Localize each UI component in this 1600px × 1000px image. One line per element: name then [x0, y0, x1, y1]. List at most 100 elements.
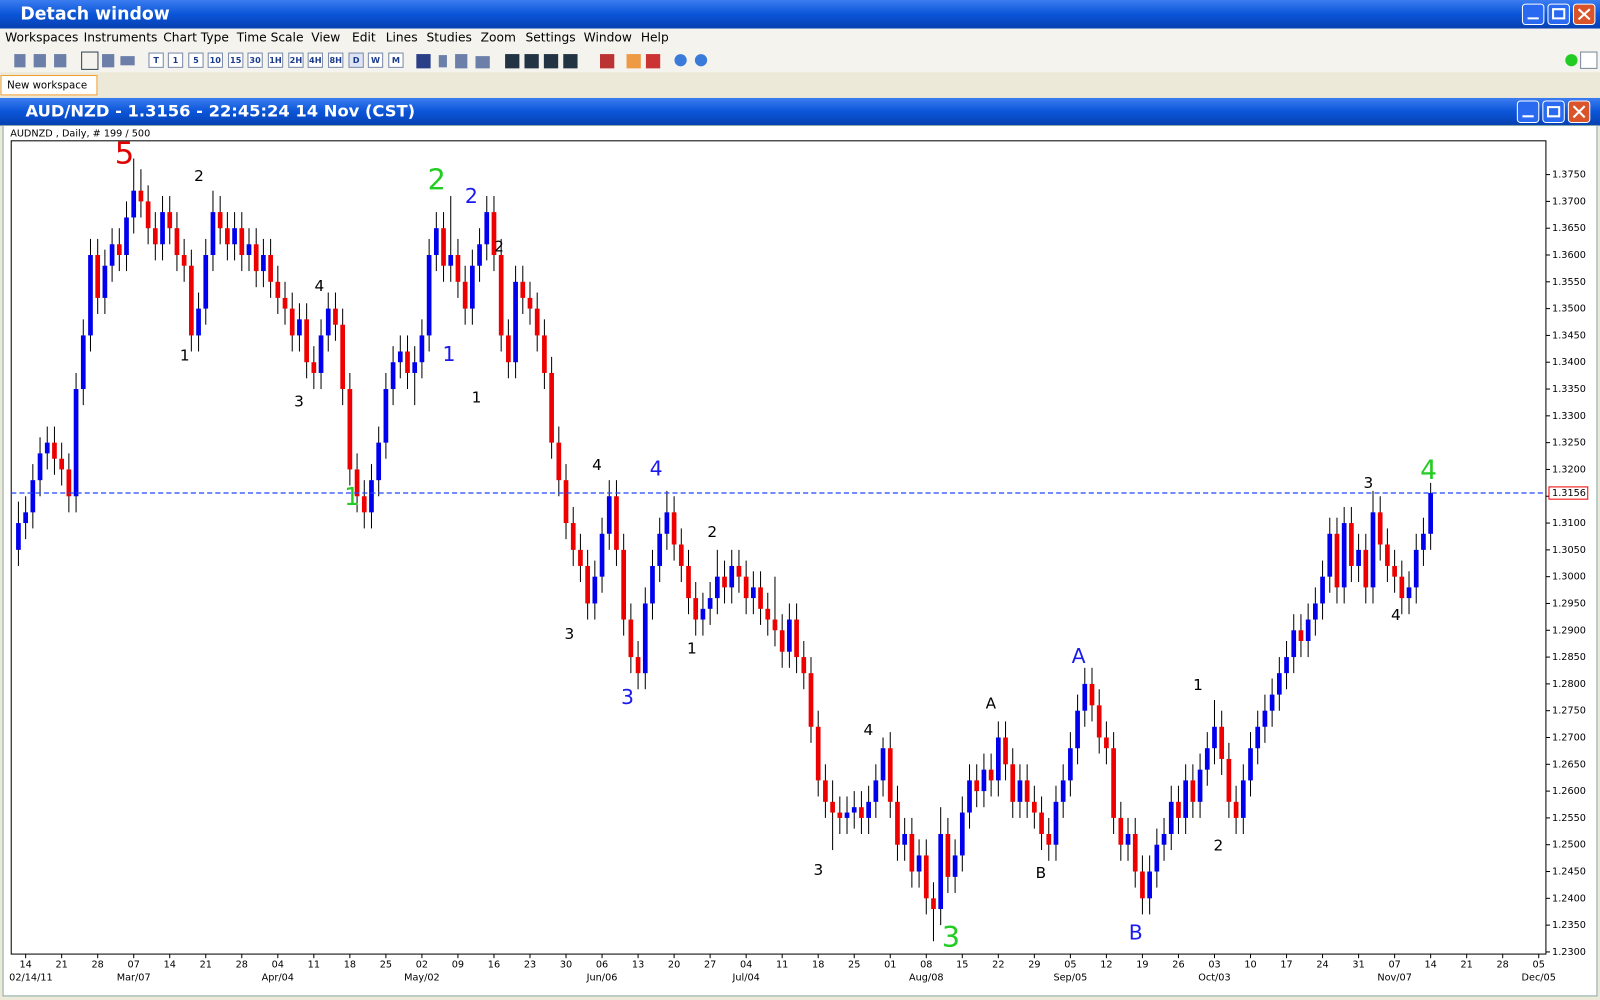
candle-body: [1349, 523, 1354, 566]
candle-body: [253, 244, 259, 272]
candle-body: [1096, 705, 1102, 738]
x-tick-label: 06: [596, 959, 608, 970]
timescale-button[interactable]: [288, 52, 304, 68]
candle-body: [1075, 710, 1080, 749]
timescale-label[interactable]: 8H: [329, 55, 342, 65]
menu-item[interactable]: Help: [641, 30, 669, 44]
candle-body: [1168, 801, 1174, 834]
x-major-label: May/02: [404, 973, 440, 984]
timescale-label[interactable]: D: [353, 55, 360, 65]
timescale-label[interactable]: 30: [249, 55, 261, 65]
candle-body: [1370, 512, 1376, 588]
x-tick-label: 04: [272, 959, 284, 970]
toolbar-icons[interactable]: [14, 51, 1598, 70]
candle-body: [433, 228, 439, 256]
candle-body: [1291, 630, 1297, 658]
x-major-label: Aug/08: [909, 973, 944, 984]
candle-body: [1089, 683, 1095, 706]
x-major-label: Sep/05: [1053, 973, 1087, 984]
timescale-label[interactable]: 4H: [309, 55, 322, 65]
candle-body: [779, 630, 785, 652]
chart-window-buttons[interactable]: [1516, 100, 1591, 123]
candle-body: [787, 619, 792, 652]
x-tick-label: 14: [19, 959, 31, 970]
timescale-label[interactable]: T: [153, 55, 159, 65]
candle-body: [1204, 748, 1210, 770]
candle-body: [477, 244, 482, 266]
candle-body: [52, 442, 57, 459]
timescale-button[interactable]: [188, 52, 204, 68]
candle-body: [1269, 694, 1275, 711]
candle-body: [1313, 603, 1318, 620]
y-tick-label: 1.3700: [1552, 196, 1586, 207]
tab-label[interactable]: New workspace: [7, 81, 87, 92]
timescale-button[interactable]: [328, 52, 344, 68]
timescale-button[interactable]: [207, 52, 223, 68]
candle-body: [815, 726, 821, 781]
menu-item[interactable]: Edit: [352, 30, 376, 44]
timescale-label[interactable]: W: [371, 55, 380, 65]
candle-body: [1385, 544, 1390, 566]
y-tick-label: 1.3500: [1552, 304, 1586, 315]
timescale-label[interactable]: M: [392, 55, 400, 65]
menu-item[interactable]: Settings: [526, 30, 576, 44]
candle-body: [174, 228, 180, 256]
menu-item[interactable]: Lines: [386, 30, 418, 44]
timescale-label[interactable]: 1: [173, 55, 179, 65]
wave-label: 4: [315, 277, 325, 295]
timescale-button[interactable]: [388, 52, 404, 68]
menu-item[interactable]: Window: [584, 30, 632, 44]
candle-body: [1276, 673, 1282, 695]
candle-body: [167, 212, 173, 229]
candle-body: [1104, 737, 1109, 749]
wave-label: 2: [428, 163, 446, 197]
candle-body: [974, 780, 980, 792]
x-tick-label: 25: [380, 959, 392, 970]
candle-body: [887, 748, 893, 802]
timescale-button[interactable]: [367, 52, 384, 68]
candle-body: [361, 496, 367, 513]
candle-body: [1197, 769, 1203, 802]
menu-item[interactable]: Workspaces: [5, 30, 78, 44]
menu-item[interactable]: Zoom: [481, 30, 516, 44]
candle-body: [1226, 758, 1232, 802]
candle-body: [325, 308, 331, 336]
window-buttons[interactable]: [1521, 3, 1596, 25]
menu-item[interactable]: View: [311, 30, 340, 44]
wave-label: 4: [1391, 606, 1401, 624]
timescale-button[interactable]: [228, 52, 244, 68]
menu-item[interactable]: Chart Type: [163, 30, 229, 44]
timescale-button[interactable]: [267, 52, 284, 68]
workspace-tab[interactable]: [0, 75, 98, 96]
candle-body: [938, 833, 944, 910]
candle-body: [1010, 764, 1016, 802]
x-tick-label: 21: [1460, 959, 1472, 970]
candle-body: [714, 576, 720, 599]
menu-item[interactable]: Instruments: [84, 30, 158, 44]
timescale-label[interactable]: 15: [230, 55, 242, 65]
candle-body: [506, 335, 511, 363]
x-tick-label: 31: [1352, 959, 1364, 970]
x-tick-label: 30: [560, 959, 572, 970]
x-tick-label: 24: [1316, 959, 1328, 970]
timescale-button[interactable]: [307, 52, 323, 68]
x-tick-label: 28: [1497, 959, 1509, 970]
timescale-button[interactable]: [247, 52, 263, 68]
menu-item[interactable]: Time Scale: [236, 30, 304, 44]
timescale-button[interactable]: [148, 52, 164, 68]
candle-body: [318, 335, 324, 373]
candle-body: [895, 801, 900, 845]
timescale-button[interactable]: [167, 52, 184, 68]
candle-body: [556, 442, 562, 481]
timescale-button[interactable]: [348, 52, 364, 68]
timescale-label[interactable]: 2H: [290, 55, 303, 65]
y-tick-label: 1.2300: [1552, 947, 1586, 958]
y-tick-label: 1.3300: [1552, 411, 1586, 422]
timescale-label[interactable]: 10: [210, 55, 222, 65]
menu-item[interactable]: Studies: [427, 30, 472, 44]
candle-body: [1341, 523, 1347, 588]
timescale-label[interactable]: 1H: [269, 55, 282, 65]
y-tick-label: 1.3750: [1552, 170, 1586, 181]
timescale-label[interactable]: 5: [193, 55, 199, 65]
x-tick-label: 07: [128, 959, 140, 970]
